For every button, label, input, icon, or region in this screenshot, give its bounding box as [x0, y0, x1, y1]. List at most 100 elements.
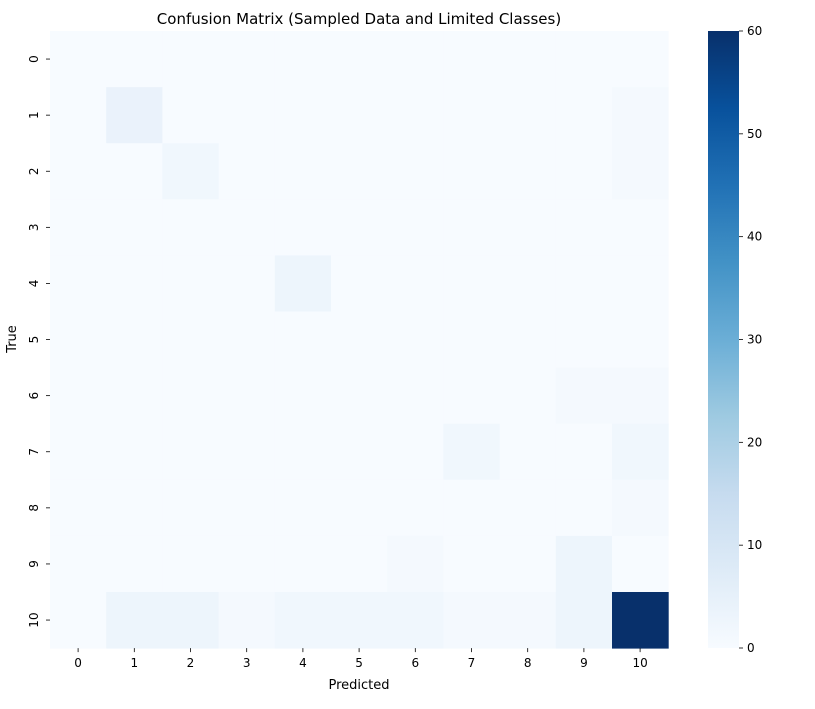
heatmap-cell-r4-c6 [387, 255, 444, 312]
heatmap-cell-r10-c7 [443, 592, 501, 649]
chart-title: Confusion Matrix (Sampled Data and Limit… [157, 10, 561, 28]
y-tick-label: 0 [27, 55, 41, 63]
heatmap-cell-r9-c10 [612, 535, 669, 593]
x-tick-label: 1 [130, 656, 138, 670]
heatmap-cell-r0-c1 [106, 31, 163, 88]
colorbar [708, 31, 739, 648]
heatmap-cell-r7-c5 [331, 423, 388, 481]
heatmap-cell-r5-c1 [106, 311, 163, 369]
heatmap-cell-r10-c6 [387, 592, 444, 649]
heatmap-cell-r10-c8 [499, 592, 557, 649]
heatmap-cell-r7-c9 [555, 423, 613, 481]
heatmap-cell-r5-c10 [612, 311, 669, 369]
x-tick-label: 3 [243, 656, 251, 670]
heatmap-cell-r9-c8 [499, 535, 557, 593]
heatmap-cell-r4-c0 [50, 255, 107, 312]
heatmap-cell-r1-c3 [218, 87, 276, 144]
heatmap-cell-r3-c5 [331, 199, 388, 256]
heatmap-cell-r0-c10 [612, 31, 669, 88]
heatmap-cell-r3-c9 [555, 199, 613, 256]
heatmap-cell-r10-c5 [331, 592, 388, 649]
heatmap-cell-r6-c4 [274, 367, 332, 425]
heatmap-cell-r3-c3 [218, 199, 276, 256]
heatmap-cell-r10-c2 [162, 592, 220, 649]
heatmap-cell-r9-c7 [443, 535, 501, 593]
heatmap-cell-r1-c8 [499, 87, 557, 144]
heatmap-cell-r1-c4 [274, 87, 332, 144]
heatmap-cell-r9-c3 [218, 535, 276, 593]
heatmap-cell-r10-c1 [106, 592, 163, 649]
heatmap-cell-r6-c6 [387, 367, 444, 425]
y-tick-label: 8 [27, 504, 41, 512]
heatmap-cell-r8-c2 [162, 479, 220, 537]
heatmap-cells [50, 31, 669, 649]
heatmap-cell-r7-c6 [387, 423, 444, 481]
heatmap-cell-r2-c1 [106, 143, 163, 200]
heatmap-cell-r9-c1 [106, 535, 163, 593]
heatmap-cell-r4-c10 [612, 255, 669, 312]
heatmap-cell-r8-c8 [499, 479, 557, 537]
y-tick-label: 9 [27, 560, 41, 568]
colorbar-tick-label: 20 [747, 435, 762, 449]
heatmap-cell-r7-c1 [106, 423, 163, 481]
heatmap-cell-r1-c1 [106, 87, 163, 144]
heatmap-cell-r0-c6 [387, 31, 444, 88]
heatmap-cell-r3-c7 [443, 199, 501, 256]
heatmap-cell-r0-c5 [331, 31, 388, 88]
x-tick-label: 10 [632, 656, 647, 670]
heatmap-cell-r1-c5 [331, 87, 388, 144]
x-tick-label: 8 [524, 656, 532, 670]
heatmap-cell-r0-c9 [555, 31, 613, 88]
heatmap-cell-r9-c0 [50, 535, 107, 593]
heatmap-cell-r8-c0 [50, 479, 107, 537]
heatmap-cell-r5-c0 [50, 311, 107, 369]
heatmap-cell-r6-c3 [218, 367, 276, 425]
y-tick-label: 1 [27, 111, 41, 119]
y-tick-label: 7 [27, 448, 41, 456]
heatmap-cell-r2-c3 [218, 143, 276, 200]
y-axis-label: True [5, 325, 20, 354]
heatmap-cell-r8-c3 [218, 479, 276, 537]
heatmap-cell-r6-c2 [162, 367, 220, 425]
heatmap-cell-r6-c0 [50, 367, 107, 425]
heatmap-cell-r1-c9 [555, 87, 613, 144]
heatmap-cell-r8-c7 [443, 479, 501, 537]
heatmap-cell-r5-c4 [274, 311, 332, 369]
heatmap-cell-r9-c6 [387, 535, 444, 593]
heatmap-cell-r4-c8 [499, 255, 557, 312]
colorbar-tick-label: 60 [747, 24, 762, 38]
heatmap-cell-r7-c4 [274, 423, 332, 481]
heatmap-cell-r0-c2 [162, 31, 220, 88]
heatmap-cell-r6-c1 [106, 367, 163, 425]
heatmap-cell-r4-c3 [218, 255, 276, 312]
heatmap-cell-r5-c7 [443, 311, 501, 369]
heatmap-cell-r1-c2 [162, 87, 220, 144]
heatmap-cell-r5-c8 [499, 311, 557, 369]
heatmap-cell-r7-c2 [162, 423, 220, 481]
heatmap-cell-r4-c7 [443, 255, 501, 312]
heatmap-cell-r8-c1 [106, 479, 163, 537]
colorbar-tick-label: 50 [747, 127, 762, 141]
heatmap-cell-r8-c6 [387, 479, 444, 537]
heatmap-cell-r3-c10 [612, 199, 669, 256]
x-tick-label: 6 [411, 656, 419, 670]
heatmap-cell-r8-c4 [274, 479, 332, 537]
heatmap-cell-r2-c2 [162, 143, 220, 200]
heatmap-cell-r0-c3 [218, 31, 276, 88]
colorbar-tick-label: 0 [747, 641, 755, 655]
heatmap-cell-r7-c3 [218, 423, 276, 481]
heatmap-cell-r8-c10 [612, 479, 669, 537]
heatmap-cell-r3-c8 [499, 199, 557, 256]
colorbar-tick-label: 10 [747, 538, 762, 552]
heatmap-cell-r8-c5 [331, 479, 388, 537]
heatmap-cell-r6-c10 [612, 367, 669, 425]
heatmap-cell-r1-c10 [612, 87, 669, 144]
heatmap-cell-r9-c9 [555, 535, 613, 593]
heatmap-cell-r7-c7 [443, 423, 501, 481]
heatmap-cell-r1-c7 [443, 87, 501, 144]
x-tick-label: 7 [468, 656, 476, 670]
heatmap-cell-r10-c0 [50, 592, 107, 649]
colorbar-tick-label: 30 [747, 333, 762, 347]
heatmap-cell-r0-c7 [443, 31, 501, 88]
y-tick-label: 6 [27, 392, 41, 400]
